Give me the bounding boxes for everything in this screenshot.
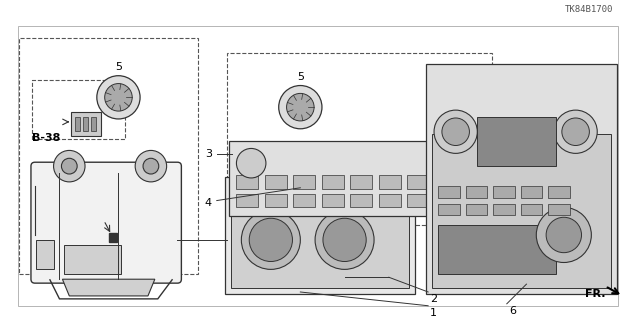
Bar xyxy=(493,186,515,197)
Circle shape xyxy=(241,211,300,269)
Bar xyxy=(465,204,487,215)
Bar xyxy=(75,117,80,131)
Circle shape xyxy=(249,218,292,262)
Bar xyxy=(83,117,88,131)
FancyBboxPatch shape xyxy=(230,183,410,288)
Bar xyxy=(379,194,401,207)
Bar xyxy=(18,26,618,306)
Text: 1: 1 xyxy=(430,308,437,318)
FancyBboxPatch shape xyxy=(225,177,415,294)
Bar xyxy=(65,245,122,274)
Bar xyxy=(379,175,401,189)
Bar xyxy=(520,186,542,197)
Bar xyxy=(477,117,556,166)
Bar xyxy=(520,204,542,215)
Text: 5: 5 xyxy=(297,72,304,82)
Circle shape xyxy=(97,76,140,119)
Bar xyxy=(265,175,287,189)
Circle shape xyxy=(105,84,132,111)
Bar xyxy=(36,240,54,269)
Bar xyxy=(465,186,487,197)
Text: 2: 2 xyxy=(430,294,437,304)
Text: B-38: B-38 xyxy=(32,133,60,143)
Circle shape xyxy=(278,85,322,129)
Circle shape xyxy=(61,158,77,174)
Circle shape xyxy=(135,151,166,182)
Bar xyxy=(436,194,458,207)
Bar xyxy=(493,204,515,215)
Bar xyxy=(236,196,404,204)
Circle shape xyxy=(323,218,366,262)
Polygon shape xyxy=(63,279,155,296)
Text: TK84B1700: TK84B1700 xyxy=(564,5,613,14)
Circle shape xyxy=(287,93,314,121)
Bar xyxy=(294,194,315,207)
Bar xyxy=(322,194,344,207)
Circle shape xyxy=(562,118,589,145)
Text: 5: 5 xyxy=(115,62,122,72)
Circle shape xyxy=(236,148,266,178)
FancyBboxPatch shape xyxy=(31,162,181,283)
Circle shape xyxy=(451,148,480,178)
FancyBboxPatch shape xyxy=(426,64,617,294)
Bar xyxy=(236,175,258,189)
Circle shape xyxy=(434,110,477,153)
Bar xyxy=(408,194,429,207)
Circle shape xyxy=(143,158,159,174)
Circle shape xyxy=(54,151,85,182)
Bar xyxy=(408,175,429,189)
FancyBboxPatch shape xyxy=(228,141,488,216)
Text: 6: 6 xyxy=(509,306,516,316)
Circle shape xyxy=(536,207,591,263)
Circle shape xyxy=(546,217,582,253)
Bar xyxy=(438,204,460,215)
Bar xyxy=(109,233,118,242)
Bar xyxy=(322,175,344,189)
Bar xyxy=(548,186,570,197)
Text: FR.: FR. xyxy=(585,289,605,299)
FancyBboxPatch shape xyxy=(71,112,100,136)
Text: 4: 4 xyxy=(205,197,212,208)
Circle shape xyxy=(442,118,469,145)
Bar xyxy=(236,194,258,207)
Bar xyxy=(265,194,287,207)
Bar xyxy=(438,225,556,274)
FancyBboxPatch shape xyxy=(432,134,611,288)
Bar xyxy=(548,204,570,215)
Bar xyxy=(91,117,96,131)
Bar xyxy=(294,175,315,189)
Bar xyxy=(438,186,460,197)
Circle shape xyxy=(554,110,597,153)
Bar xyxy=(351,194,372,207)
Bar xyxy=(436,175,458,189)
Bar xyxy=(351,175,372,189)
Circle shape xyxy=(315,211,374,269)
Text: 3: 3 xyxy=(205,149,212,160)
